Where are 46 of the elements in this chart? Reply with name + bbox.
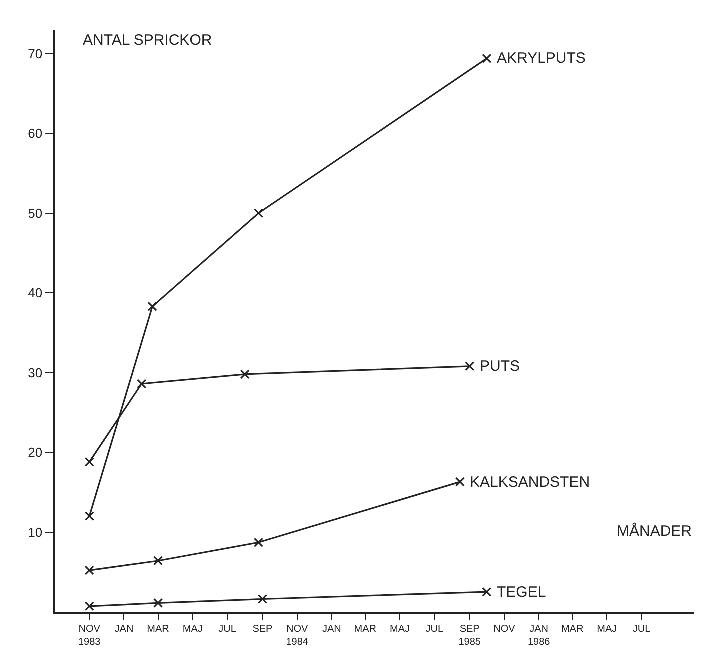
- y-tick-label: 70: [28, 46, 43, 62]
- x-tick-label: NOV 1983: [78, 624, 102, 648]
- point: [465, 362, 475, 372]
- x-tick-label: NOV 1984: [286, 624, 309, 648]
- x-tick-label: SEP 1985: [458, 624, 482, 648]
- x-tick-label: JAN 1986: [528, 624, 551, 648]
- point: [84, 457, 94, 467]
- point: [258, 594, 268, 604]
- point: [482, 54, 492, 64]
- x-tick-label: MAJ: [390, 624, 410, 635]
- point: [84, 512, 94, 522]
- series-label: PUTS: [480, 358, 520, 375]
- point: [455, 477, 465, 487]
- x-tick-label: JAN: [322, 624, 342, 635]
- x-axis-title: MÅNADER: [617, 522, 692, 540]
- y-tick-label: 50: [28, 206, 43, 221]
- point: [137, 379, 147, 389]
- x-tick-label: MAJ: [182, 624, 203, 635]
- y-tick-label: 20: [28, 445, 43, 460]
- x-tick-label: SEP: [252, 624, 274, 635]
- x-tick-label: MAR: [354, 624, 377, 635]
- x-tick-label: JAN: [114, 624, 134, 635]
- series-label: AKRYLPUTS: [497, 50, 586, 67]
- y-tick-label: 40: [28, 286, 43, 301]
- x-tick-label: MAR: [147, 624, 170, 635]
- y-tick-label: 60: [28, 126, 43, 142]
- point: [254, 538, 264, 548]
- y-tick-label: 10: [28, 524, 43, 540]
- series-label: TEGEL: [497, 584, 546, 601]
- series-label: KALKSANDSTEN: [470, 474, 590, 491]
- y-axis-title: ANTAL SPRICKOR: [83, 32, 212, 49]
- point: [153, 598, 164, 608]
- x-tick-label: MAR: [561, 624, 584, 635]
- x-tick-label: JUL: [632, 624, 652, 635]
- x-tick-label: JUL: [218, 624, 237, 635]
- point: [84, 602, 94, 612]
- x-tick-label: JUL: [426, 624, 444, 635]
- point: [153, 556, 164, 566]
- y-tick-label: 30: [28, 365, 43, 380]
- point: [148, 302, 158, 312]
- x-tick-label: NOV: [494, 624, 516, 635]
- point: [84, 566, 94, 576]
- point: [240, 370, 250, 380]
- point: [482, 587, 492, 597]
- x-tick-label: MAJ: [597, 624, 618, 635]
- point: [254, 208, 264, 218]
